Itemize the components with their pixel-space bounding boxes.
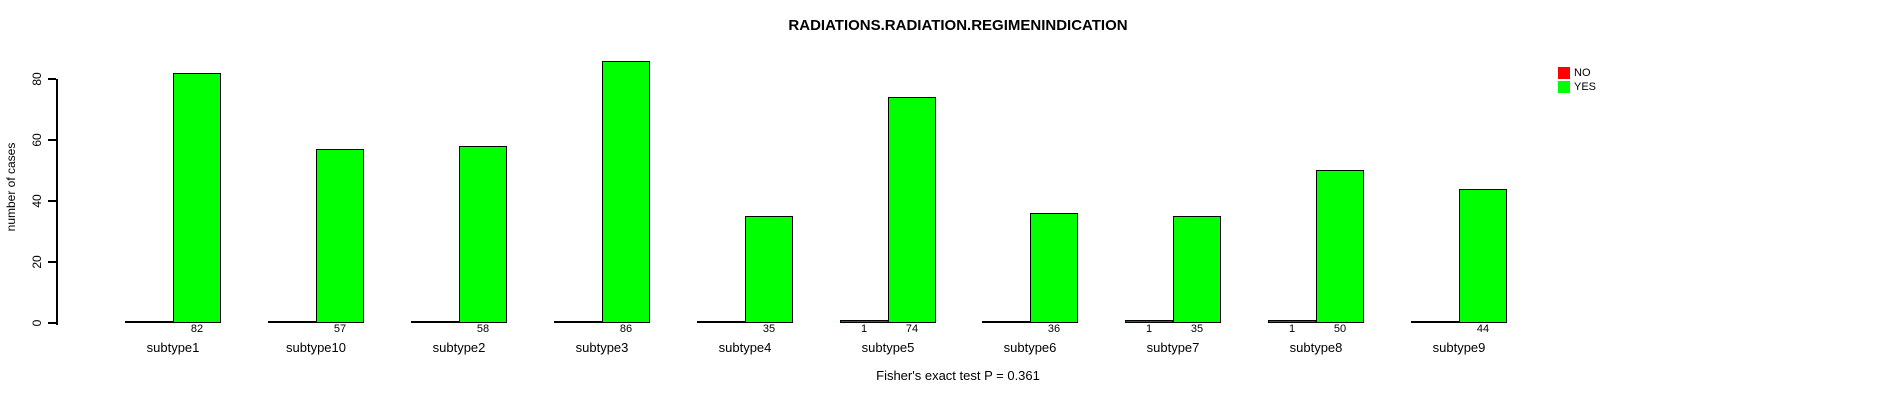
legend-item: NO [1558,66,1596,79]
chart-title: RADIATIONS.RADIATION.REGIMENINDICATION [788,17,1128,34]
bar-no [840,320,888,323]
x-category-label: subtype4 [718,340,772,355]
y-tick-label: 80 [30,72,44,86]
y-tick [48,200,56,202]
bar-no-zero-line [554,321,602,323]
bar-yes [459,146,507,323]
bar-yes [745,216,793,323]
bar-no-zero-line [697,321,745,323]
x-category-label: subtype2 [432,340,486,355]
y-tick-label: 60 [30,133,44,147]
x-category-label: subtype8 [1289,340,1343,355]
bar-no [1125,320,1173,323]
bar-yes [1316,170,1364,323]
legend-swatch-no-icon [1558,66,1570,79]
legend-swatch-yes-icon [1558,80,1570,93]
legend-label: NO [1574,66,1591,79]
bar-value-label-yes: 74 [905,323,919,335]
bar-value-label-yes: 44 [1476,323,1490,335]
bar-value-label-no: 1 [860,323,868,335]
bar-value-label-yes: 86 [619,323,633,335]
bar-yes [1459,189,1507,323]
y-tick-label: 40 [30,194,44,208]
bar-value-label-no: 1 [1288,323,1296,335]
bar-no-zero-line [982,321,1030,323]
bar-value-label-yes: 36 [1047,323,1061,335]
x-category-label: subtype6 [1003,340,1057,355]
y-tick-label: 0 [30,319,44,327]
x-category-label: subtype3 [575,340,629,355]
bar-no [1268,320,1316,323]
bar-yes [1030,213,1078,323]
fisher-test-caption: Fisher's exact test P = 0.361 [876,368,1040,383]
bar-yes [316,149,364,323]
bar-value-label-yes: 35 [762,323,776,335]
x-category-label: subtype10 [286,340,346,355]
bar-value-label-yes: 50 [1333,323,1347,335]
x-category-label: subtype9 [1432,340,1486,355]
bar-no-zero-line [411,321,459,323]
bar-value-label-yes: 82 [190,323,204,335]
bar-yes [602,61,650,323]
y-tick [48,139,56,141]
bar-yes [888,97,936,323]
bar-value-label-yes: 58 [476,323,490,335]
legend: NO YES [1558,66,1596,94]
x-category-label: subtype5 [861,340,915,355]
legend-label: YES [1574,80,1597,93]
y-axis-line [56,79,58,325]
x-category-label: subtype7 [1146,340,1200,355]
bar-yes [173,73,221,323]
bar-yes [1173,216,1221,323]
bar-no-zero-line [268,321,316,323]
y-tick [48,261,56,263]
bar-value-label-no: 1 [1145,323,1153,335]
bar-no-zero-line [125,321,173,323]
legend-item: YES [1558,80,1596,93]
y-tick [48,78,56,80]
bar-value-label-yes: 35 [1190,323,1204,335]
bar-value-label-yes: 57 [333,323,347,335]
bar-no-zero-line [1411,321,1459,323]
y-tick-label: 20 [30,255,44,269]
y-tick [48,322,56,324]
x-category-label: subtype1 [146,340,200,355]
